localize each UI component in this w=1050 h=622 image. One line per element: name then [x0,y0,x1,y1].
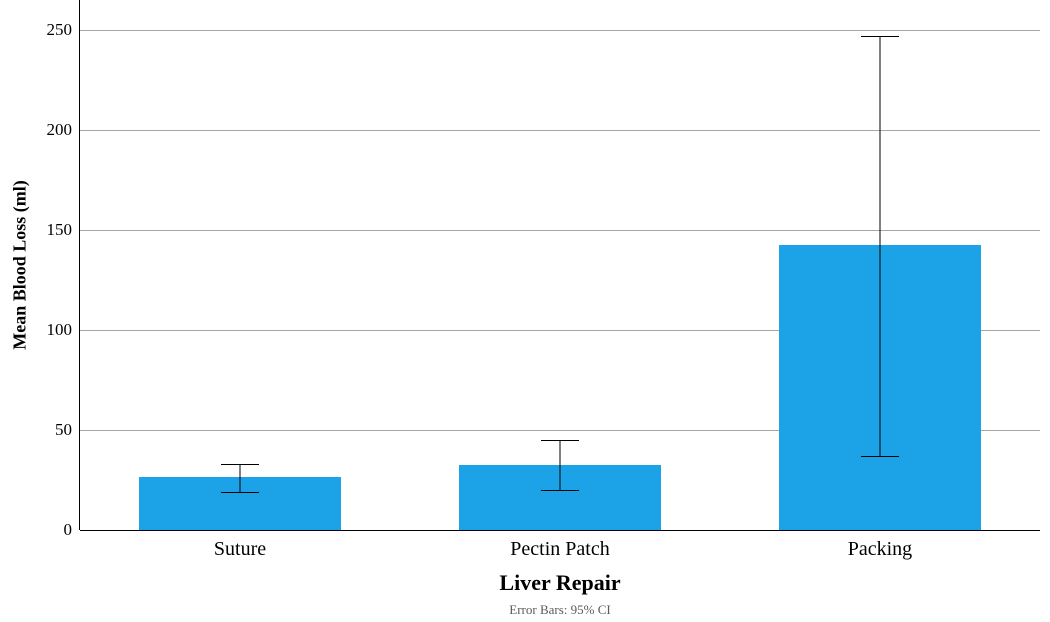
error-bar-caption: Error Bars: 95% CI [509,602,610,618]
x-tick-label: Suture [214,538,266,561]
x-tick-label: Pectin Patch [510,538,609,561]
bar [139,477,341,530]
bar [779,245,981,530]
y-tick-label: 200 [22,120,72,140]
x-axis-line [80,530,1040,531]
plot-area [80,0,1040,530]
y-tick-label: 0 [22,520,72,540]
x-axis-title: Liver Repair [499,570,620,596]
gridline [80,130,1040,131]
y-tick-label: 250 [22,20,72,40]
y-tick-label: 150 [22,220,72,240]
gridline [80,230,1040,231]
gridline [80,30,1040,31]
y-tick-label: 50 [22,420,72,440]
y-axis-line [79,0,80,530]
y-tick-label: 100 [22,320,72,340]
x-tick-label: Packing [848,538,912,561]
bar-chart: Mean Blood Loss (ml) Liver Repair Error … [0,0,1050,622]
bar [459,465,661,530]
